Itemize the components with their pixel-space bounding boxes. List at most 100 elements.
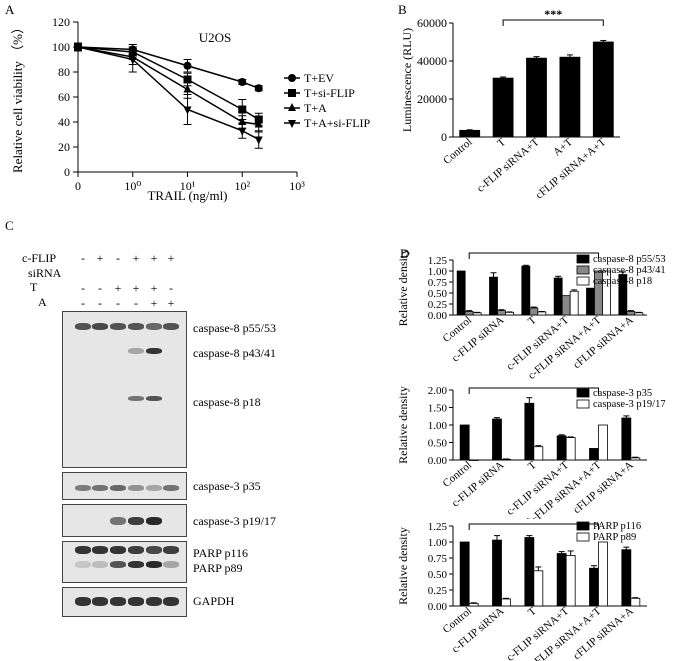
series-line bbox=[77, 46, 260, 121]
x-tick-label: T bbox=[495, 136, 508, 150]
legend-marker bbox=[288, 120, 296, 128]
band-label-casp8-p55: caspase-8 p55/53 bbox=[193, 321, 276, 335]
bar bbox=[565, 437, 576, 461]
bar bbox=[459, 424, 470, 461]
protein-band bbox=[128, 561, 144, 568]
x-tick-label: 10¹ bbox=[180, 179, 196, 193]
treatment-sign: - bbox=[98, 296, 102, 310]
significance-bracket bbox=[468, 252, 599, 259]
bar bbox=[598, 541, 608, 607]
y-tick-label: 0.50 bbox=[428, 288, 448, 300]
protein-band bbox=[128, 348, 144, 354]
x-axis-label: TRAIL (ng/ml) bbox=[147, 188, 227, 203]
bar bbox=[459, 541, 470, 607]
x-tick-label: T bbox=[526, 459, 539, 473]
panel-label-c: C bbox=[5, 218, 14, 233]
y-tick-label: 100 bbox=[52, 40, 70, 54]
y-tick-label: 0.75 bbox=[428, 553, 448, 565]
legend-label: T+EV bbox=[304, 71, 334, 85]
y-tick-label: 1.00 bbox=[428, 266, 448, 278]
legend-label: caspase-8 p55/53 bbox=[593, 254, 666, 265]
bar bbox=[559, 56, 581, 138]
bar bbox=[489, 276, 498, 316]
series-line bbox=[77, 46, 259, 126]
protein-band bbox=[163, 546, 179, 554]
bar bbox=[589, 567, 599, 607]
protein-band bbox=[75, 323, 91, 330]
data-point bbox=[254, 136, 263, 145]
protein-band bbox=[128, 517, 144, 525]
y-tick-label: 20 bbox=[58, 140, 70, 154]
protein-band bbox=[110, 546, 126, 554]
bar bbox=[459, 129, 481, 138]
bar bbox=[492, 418, 502, 461]
y-tick-label: 20000 bbox=[417, 92, 447, 106]
y-tick-label: 80 bbox=[58, 65, 70, 79]
protein-band bbox=[75, 561, 91, 568]
protein-band bbox=[110, 517, 126, 525]
legend-swatch bbox=[576, 276, 590, 286]
y-tick-label: 0.50 bbox=[428, 569, 448, 581]
y-tick-label: 0.75 bbox=[428, 277, 448, 289]
panel-a-line-chart: 0 20 40 60 80 100 120 0 10⁰ 10¹ 10² 10³ TRAIL (ng/ml… bbox=[10, 15, 371, 203]
data-point bbox=[238, 78, 247, 86]
y-tick-label: 60 bbox=[58, 90, 70, 104]
blot-caspase8 bbox=[62, 311, 187, 468]
y-tick-label: 60000 bbox=[417, 16, 447, 30]
legend-label: T+A bbox=[304, 101, 327, 115]
significance-label: *** bbox=[525, 385, 543, 389]
band-label-gapdh: GAPDH bbox=[193, 594, 235, 608]
y-tick-label: 0.25 bbox=[428, 585, 448, 597]
treatment-sign: + bbox=[114, 281, 122, 295]
band-label-parp-p116: PARP p116 bbox=[193, 546, 249, 560]
protein-band bbox=[110, 485, 126, 491]
bar bbox=[524, 537, 535, 607]
y-axis-label: Relative cell viability （%） bbox=[10, 21, 25, 173]
treatment-sign: + bbox=[150, 296, 158, 310]
band-label-parp-p89: PARP p89 bbox=[193, 561, 243, 575]
treatment-sign: - bbox=[134, 296, 138, 310]
data-point bbox=[238, 127, 247, 136]
protein-band bbox=[92, 323, 108, 330]
bar bbox=[569, 290, 579, 316]
legend-label: caspase-8 p43/41 bbox=[593, 265, 666, 276]
x-tick-label: 10² bbox=[234, 179, 250, 193]
y-tick-label: 0.50 bbox=[428, 438, 448, 450]
bar bbox=[505, 311, 514, 316]
protein-band bbox=[128, 323, 144, 330]
protein-band bbox=[128, 546, 144, 554]
panel-d3-parp-chart: 0.00 0.25 0.50 0.75 1.00 1.25 Relative density… bbox=[396, 518, 647, 661]
data-point bbox=[238, 105, 247, 114]
bar bbox=[492, 539, 502, 607]
band-label-casp8-p43: caspase-8 p43/41 bbox=[193, 346, 276, 360]
band-label-casp3-p35: caspase-3 p35 bbox=[193, 479, 261, 493]
x-tick-label: 10⁰ bbox=[124, 179, 141, 193]
band-label-casp8-p18: caspase-8 p18 bbox=[193, 395, 261, 409]
legend-label: PARP p89 bbox=[593, 532, 636, 543]
bar bbox=[598, 424, 608, 461]
panel-label-a: A bbox=[5, 2, 15, 17]
panel-d1-caspase8-chart: 0.000.250.500.751.001.25 Relative density… bbox=[396, 250, 666, 382]
protein-band bbox=[92, 597, 108, 606]
protein-band bbox=[146, 597, 162, 606]
bar bbox=[621, 549, 632, 607]
legend-swatch bbox=[576, 399, 590, 409]
bar bbox=[556, 435, 567, 461]
protein-band bbox=[146, 485, 162, 491]
data-point bbox=[254, 119, 263, 128]
bar bbox=[565, 555, 576, 607]
treatment-sign: - bbox=[81, 296, 85, 310]
bar bbox=[630, 597, 641, 607]
y-axis-label: Relative density bbox=[396, 250, 410, 326]
legend-label: PARP p116 bbox=[593, 521, 641, 532]
treatment-sign: + bbox=[96, 251, 104, 265]
protein-band bbox=[163, 323, 179, 330]
y-tick-label: 40000 bbox=[417, 54, 447, 68]
band-label-casp3-p19: caspase-3 p19/17 bbox=[193, 514, 276, 528]
protein-band bbox=[163, 561, 179, 568]
significance-bracket bbox=[502, 19, 604, 26]
legend-marker bbox=[288, 89, 296, 97]
treatment-sign: - bbox=[116, 251, 120, 265]
bar bbox=[630, 457, 641, 461]
